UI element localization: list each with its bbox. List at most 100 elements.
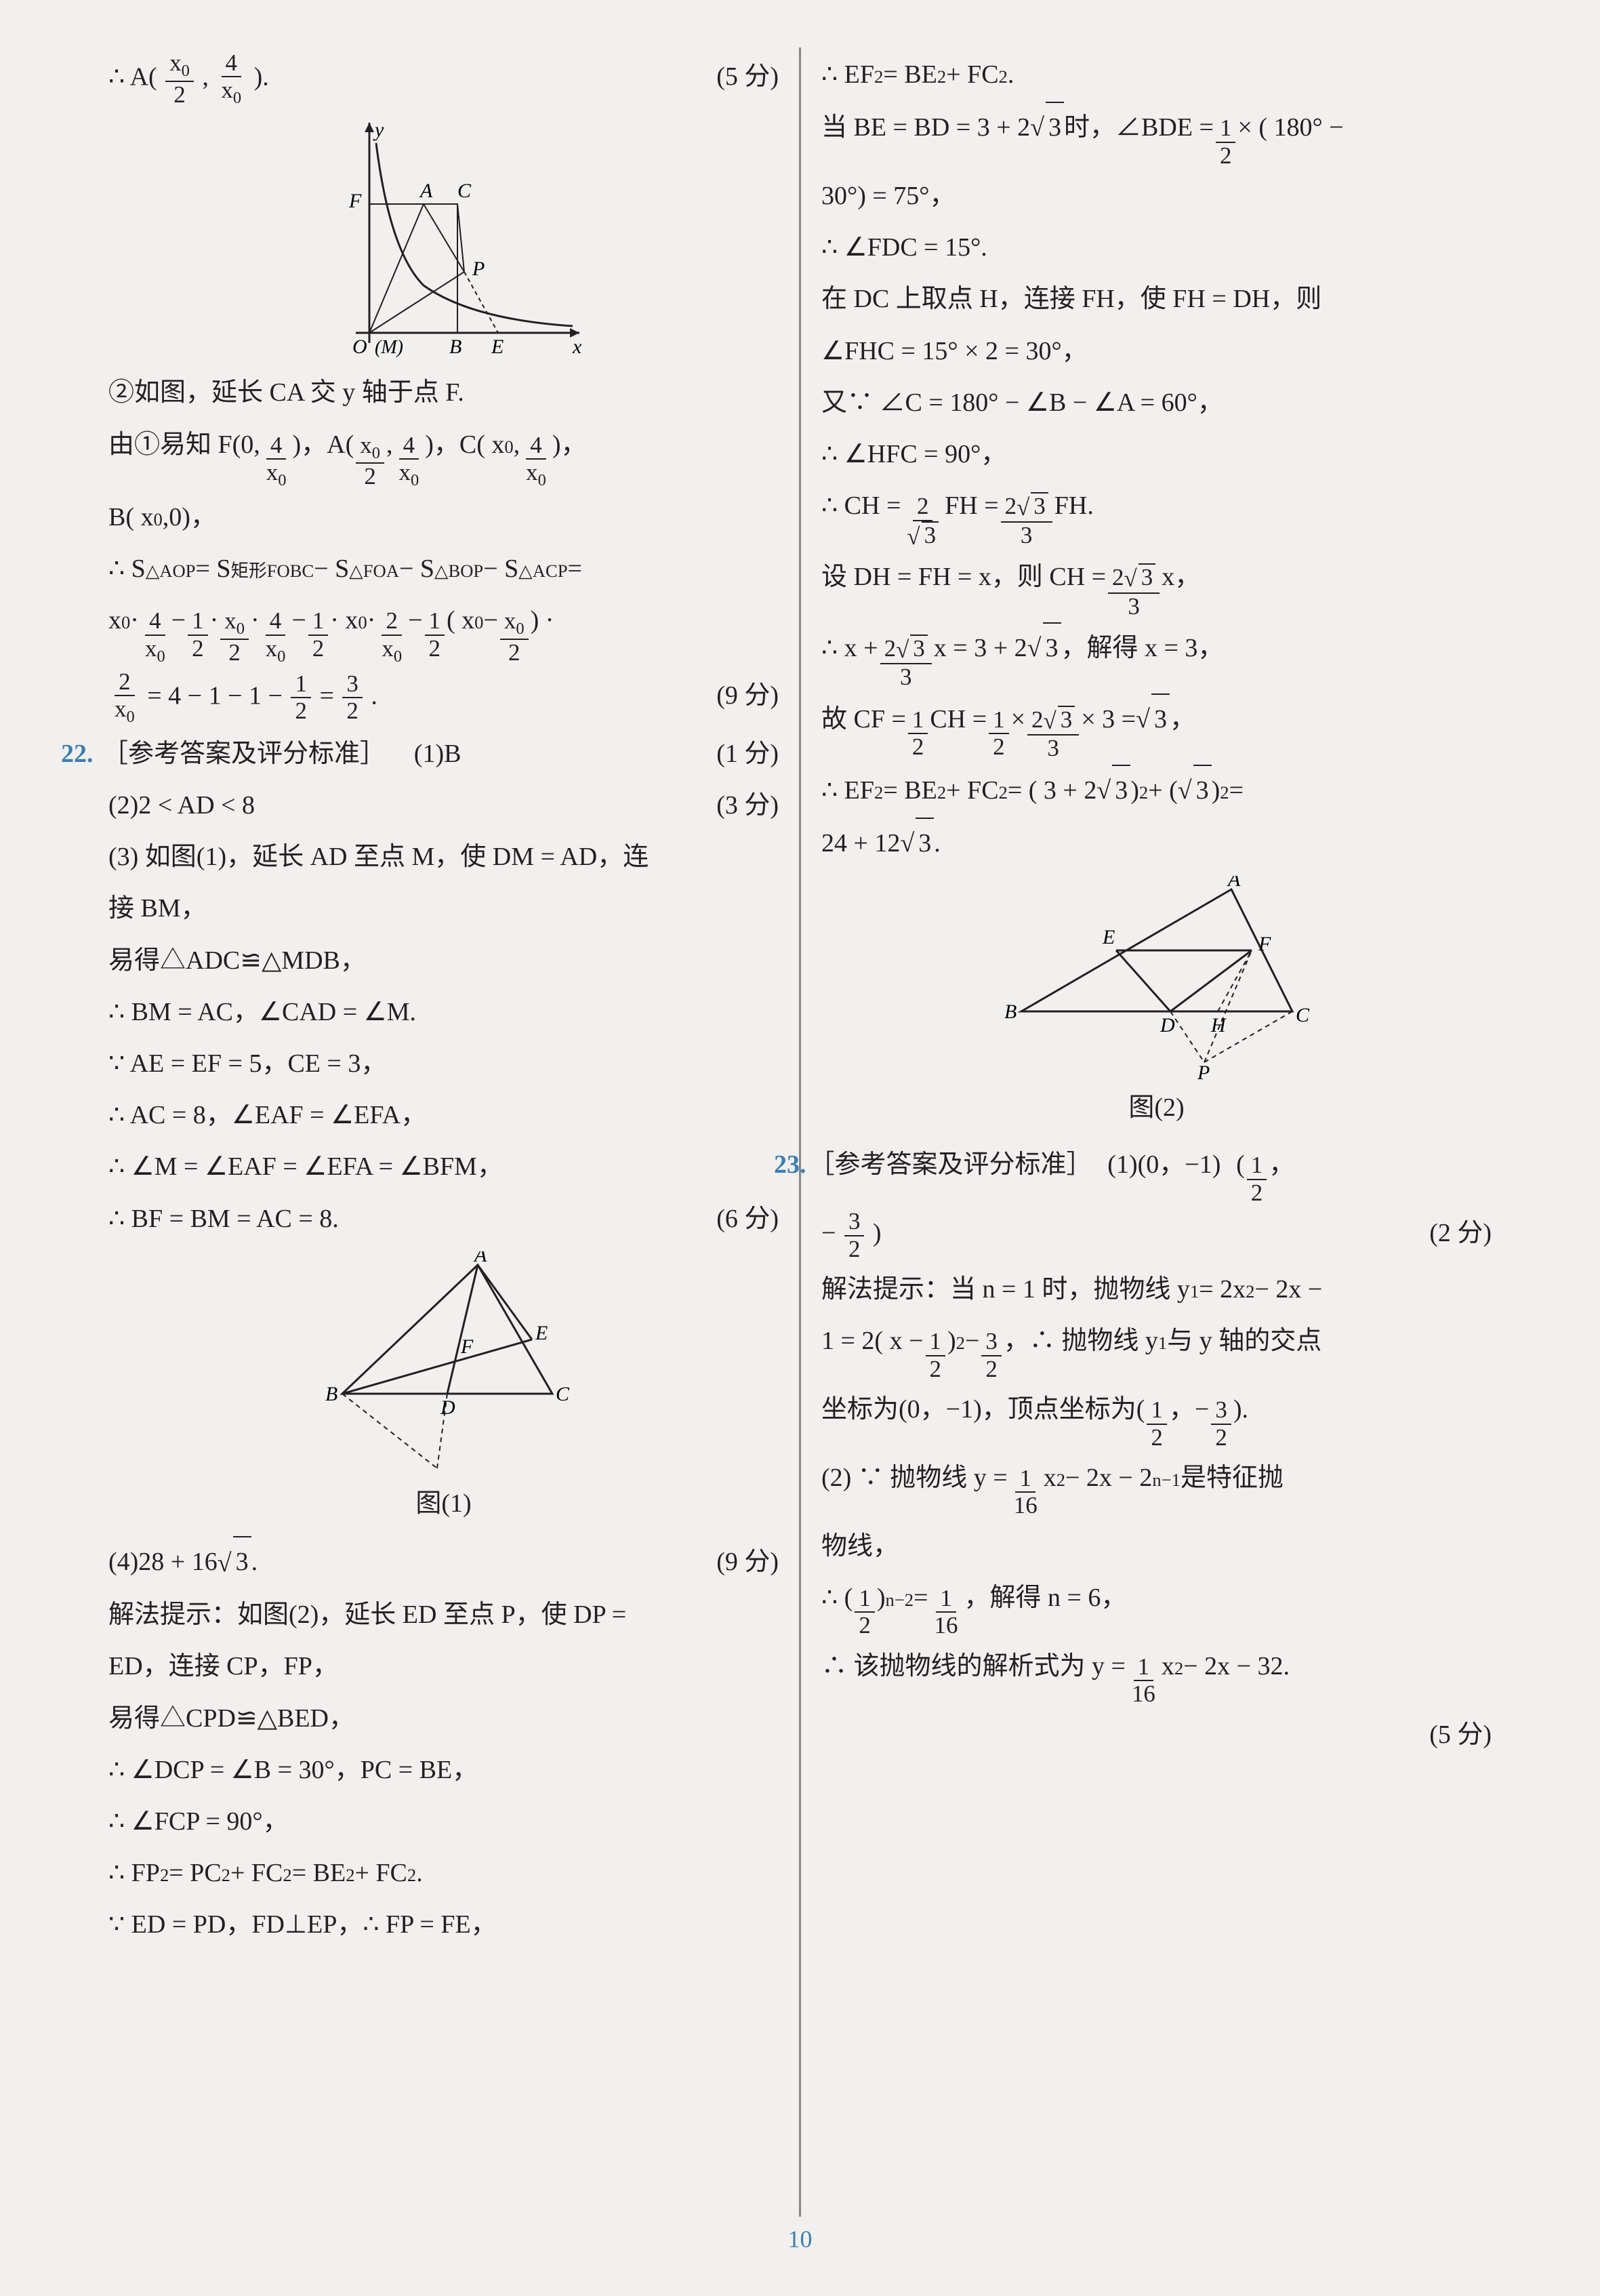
- svg-text:D: D: [1160, 1014, 1175, 1036]
- fraction: x02: [165, 50, 194, 108]
- text-line: 在 DC 上取点 H，连接 FH，使 FH = DH，则: [821, 275, 1492, 323]
- text-line: ED，连接 CP，FP，: [108, 1642, 779, 1691]
- text-line: (2)2 < AD < 8 (3 分): [108, 781, 779, 830]
- figure-3: A B C D E F H P 图(2): [821, 876, 1492, 1132]
- lbl: B: [449, 336, 461, 358]
- score: (2 分): [1429, 1209, 1492, 1257]
- text-line: ∴ FP2 = PC2 + FC2 = BE2 + FC2 .: [108, 1849, 779, 1897]
- text-line: ∵ ED = PD，FD⊥EP，∴ FP = FE，: [108, 1900, 779, 1949]
- text-line: ∠FHC = 15° × 2 = 30°，: [821, 327, 1492, 376]
- text-line: 易得△ADC≌△MDB，: [108, 936, 779, 985]
- text-line: ∴ x + 2√33 x = 3 + 2√3 ，解得 x = 3，: [821, 622, 1492, 691]
- q23-header: 23. ［参考答案及评分标准］ (1)(0，−1) ( 12 ，: [774, 1140, 1492, 1206]
- svg-text:E: E: [535, 1322, 548, 1344]
- text-line: 2x0 = 4 − 1 − 1 − 12 = 32 . (9 分): [108, 669, 779, 727]
- lbl: y: [373, 119, 384, 141]
- text-line: 设 DH = FH = x，则 CH = 2√33 x，: [821, 552, 1492, 620]
- lbl: E: [491, 336, 504, 358]
- left-column: ∴ A( x02 , 4x0 ). (5 分) y: [88, 47, 799, 2217]
- question-number: 22.: [61, 740, 94, 768]
- t: ∴ A(: [108, 62, 157, 91]
- text-line: 当 BE = BD = 3 + 2√3 时，∠BDE = 12 × ( 180°…: [821, 102, 1492, 169]
- text-line: 又∵ ∠C = 180° − ∠B − ∠A = 60°，: [821, 378, 1492, 427]
- svg-text:A: A: [1227, 876, 1241, 891]
- text-line: (3) 如图(1)，延长 AD 至点 M，使 DM = AD，连: [108, 832, 779, 881]
- text-line: (4)28 + 16√3. (9 分): [108, 1536, 779, 1588]
- text-line: ∴ EF2 = BE2 + FC2 .: [821, 50, 1492, 99]
- text-line: ∴ ∠DCP = ∠B = 30°，PC = BE，: [108, 1746, 779, 1794]
- score: (1 分): [716, 729, 779, 778]
- score: (5 分): [716, 52, 779, 101]
- svg-text:D: D: [440, 1396, 455, 1419]
- text-line: ∴ BM = AC，∠CAD = ∠M.: [108, 988, 779, 1036]
- lbl: (M): [375, 337, 403, 358]
- text-line: ②如图，延长 CA 交 y 轴于点 F.: [108, 368, 779, 417]
- svg-text:B: B: [325, 1383, 337, 1405]
- text-line: (2) ∵ 抛物线 y = 116 x2 − 2x − 2n−1 是特征抛: [821, 1453, 1492, 1519]
- svg-text:F: F: [1258, 933, 1271, 955]
- svg-text:E: E: [1102, 926, 1115, 948]
- t: ).: [254, 62, 269, 91]
- text-line: ∴ CH = 2√3 FH = 2√33 FH.: [821, 481, 1492, 550]
- text-line: ∴ ∠FCP = 90°，: [108, 1797, 779, 1846]
- text-line: 由①易知 F(0, 4x0 )，A( x02 , 4x0 )，C( x0, 4x…: [108, 420, 779, 490]
- text-line: 接 BM，: [108, 884, 779, 933]
- math-text: ∴ A( x02 , 4x0 ).: [108, 50, 269, 108]
- question-number: 23.: [774, 1140, 806, 1189]
- svg-text:C: C: [556, 1383, 570, 1405]
- page-container: ∴ A( x02 , 4x0 ). (5 分) y: [88, 47, 1512, 2217]
- score: (9 分): [716, 671, 779, 720]
- text-line: ∴ ∠HFC = 90°，: [821, 430, 1492, 479]
- svg-text:H: H: [1210, 1014, 1227, 1036]
- text-line: 易得△CPD≌△BED，: [108, 1694, 779, 1743]
- text-line: ∴ 该抛物线的解析式为 y = 116 x2 − 2x − 32.: [821, 1642, 1492, 1708]
- fraction: 4x0: [217, 50, 245, 108]
- text-line: 1 = 2( x − 12 )2 − 32 ，∴ 抛物线 y1 与 y 轴的交点: [821, 1316, 1492, 1382]
- text-line: 解法提示：当 n = 1 时，抛物线 y1 = 2x2 − 2x −: [821, 1265, 1492, 1314]
- text-line: ∴ EF2 = BE2 + FC2 = ( 3 + 2√3 )2 + ( √3 …: [821, 765, 1492, 815]
- score: (6 分): [716, 1194, 779, 1243]
- text-line: − 32 ) (2 分): [821, 1209, 1492, 1262]
- q22-header: 22. ［参考答案及评分标准］ (1)B (1 分): [61, 729, 779, 778]
- lbl: O: [352, 336, 367, 358]
- t: ,: [202, 62, 209, 91]
- text-line: ∴ BF = BM = AC = 8. (6 分): [108, 1194, 779, 1243]
- score: (9 分): [716, 1537, 779, 1586]
- text-line: 坐标为(0，−1)，顶点坐标为( 12 ，− 32 ).: [821, 1385, 1492, 1451]
- page-number: 10: [788, 2216, 813, 2262]
- hyperbola-diagram: y x O (M) B E F A C P: [302, 116, 586, 360]
- svg-text:B: B: [1004, 1001, 1017, 1023]
- triangle-diagram-1: A B C D E F M: [302, 1251, 586, 1475]
- text-line: 30°) = 75°，: [821, 172, 1492, 220]
- score: (5 分): [1429, 1710, 1492, 1759]
- lbl: F: [348, 190, 362, 212]
- text-line: ∴ A( x02 , 4x0 ). (5 分): [108, 50, 779, 108]
- text-line: 物线，: [821, 1522, 1492, 1571]
- text-line: 解法提示：如图(2)，延长 ED 至点 P，使 DP =: [108, 1590, 779, 1639]
- text-line: ∴ AC = 8，∠EAF = ∠EFA，: [108, 1091, 779, 1140]
- text-line: 24 + 12√3 .: [821, 818, 1492, 868]
- lbl: C: [457, 180, 472, 202]
- svg-text:M: M: [431, 1471, 450, 1475]
- lbl: x: [572, 336, 582, 358]
- lbl: A: [419, 180, 433, 202]
- svg-text:A: A: [473, 1251, 487, 1266]
- text-line: ∴ ( 12 )n−2 = 116 ，解得 n = 6，: [821, 1573, 1492, 1639]
- triangle-diagram-2: A B C D E F H P: [994, 876, 1319, 1079]
- text-line: ∵ AE = EF = 5，CE = 3，: [108, 1039, 779, 1088]
- figure-1: y x O (M) B E F A C P: [108, 116, 779, 360]
- text-line: x0 · 4x0 − 12 · x02 · 4x0 − 12 · x0 · 2x…: [108, 596, 779, 666]
- svg-text:P: P: [1197, 1062, 1210, 1079]
- text-line: ∴ ∠FDC = 15°.: [821, 223, 1492, 272]
- text-line: 故 CF = 12 CH = 12 × 2√33 × 3 = √3 ，: [821, 693, 1492, 762]
- text-line: ∴ ∠M = ∠EAF = ∠EFA = ∠BFM，: [108, 1142, 779, 1191]
- svg-text:F: F: [460, 1335, 474, 1358]
- lbl: P: [472, 258, 485, 280]
- figure-caption: 图(1): [415, 1479, 471, 1528]
- figure-2: A B C D E F M 图(1): [108, 1251, 779, 1528]
- figure-caption: 图(2): [1128, 1083, 1184, 1132]
- right-column: ∴ EF2 = BE2 + FC2 . 当 BE = BD = 3 + 2√3 …: [801, 47, 1512, 2217]
- svg-text:C: C: [1296, 1004, 1310, 1026]
- score: (3 分): [716, 781, 779, 830]
- text-line: (5 分): [821, 1710, 1492, 1759]
